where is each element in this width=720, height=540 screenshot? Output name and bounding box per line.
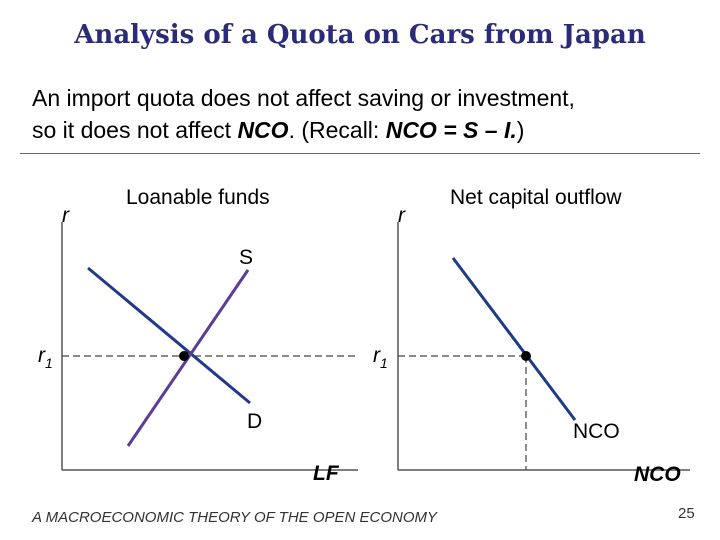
nco-curve-label: NCO [573,420,620,443]
nco-y-label: r [398,204,406,227]
divider-rule [20,153,700,154]
nco-graph: r Net capital outflow NCO NCO r1 [373,186,690,486]
lf-graph-title: Loanable funds [126,186,270,209]
nco-equilibrium-point [521,351,531,361]
nco-r1-label: r1 [373,344,388,371]
slide-body-text: An import quota does not affect saving o… [32,82,692,146]
body-line-1: An import quota does not affect saving o… [32,85,575,111]
lf-r1-label: r1 [38,344,53,371]
nco-graph-title: Net capital outflow [450,186,622,209]
loanable-funds-graph: r Loanable funds S D LF r1 [38,186,358,485]
demand-curve [87,266,251,405]
nco-x-label: NCO [634,463,681,486]
slide-title: Analysis of a Quota on Cars from Japan [74,20,646,50]
body-line-2-suffix: ) [516,117,525,143]
supply-label: S [239,246,253,269]
body-nco-term: NCO [237,117,289,143]
nco-curve [451,257,577,421]
lf-x-label: LF [313,462,340,485]
body-nco-formula: NCO = S – I. [385,117,517,143]
body-line-2: so it does not affect NCO. (Recall: NCO … [32,114,692,146]
lf-y-label: r [62,204,70,227]
lf-equilibrium-point [179,351,189,361]
body-line-2-prefix: so it does not affect [32,117,238,143]
page-number: 25 [678,505,695,522]
slide-footer: A MACROECONOMIC THEORY OF THE OPEN ECONO… [32,509,438,526]
demand-label: D [247,410,262,433]
body-line-2-mid: . (Recall: [288,117,386,143]
